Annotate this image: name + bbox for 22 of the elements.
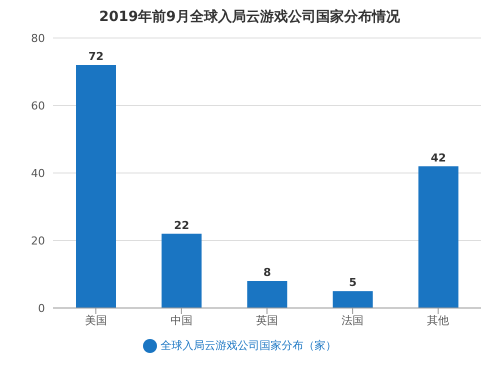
- data-label: 72: [88, 50, 104, 63]
- x-tick-label: 中国: [170, 314, 192, 327]
- legend-label: 全球入局云游戏公司国家分布（家）: [160, 339, 336, 352]
- bar: [332, 291, 373, 308]
- x-tick-label: 其他: [427, 314, 450, 327]
- bar: [418, 166, 458, 308]
- data-label: 22: [174, 218, 190, 232]
- data-label: 5: [348, 276, 357, 290]
- y-tick-label: 40: [31, 166, 45, 180]
- chart-title: 2019年前9月全球入局云游戏公司国家分布情况: [98, 8, 401, 26]
- y-tick-label: 0: [38, 302, 45, 315]
- bar: [76, 65, 116, 308]
- bar: [247, 281, 288, 308]
- data-label: 8: [263, 266, 272, 279]
- y-tick-label: 20: [31, 234, 45, 248]
- y-tick-label: 60: [31, 99, 45, 112]
- bar: [162, 234, 202, 308]
- y-tick-label: 80: [31, 32, 45, 45]
- x-tick-label: 英国: [256, 314, 278, 327]
- x-tick-label: 美国: [84, 314, 107, 327]
- x-tick-label: 法国: [342, 314, 364, 327]
- data-label: 42: [430, 151, 446, 164]
